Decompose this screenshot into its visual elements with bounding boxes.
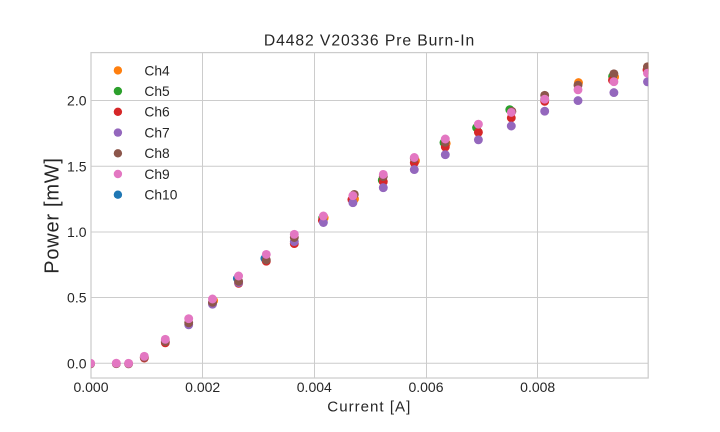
svg-text:0.004: 0.004 bbox=[297, 379, 332, 395]
svg-text:Ch10: Ch10 bbox=[144, 188, 177, 203]
svg-text:Ch5: Ch5 bbox=[144, 84, 170, 99]
svg-text:0.0: 0.0 bbox=[67, 355, 87, 371]
svg-text:Ch6: Ch6 bbox=[144, 105, 170, 120]
svg-text:D4482 V20336 Pre Burn-In: D4482 V20336 Pre Burn-In bbox=[264, 33, 475, 50]
svg-text:2.0: 2.0 bbox=[67, 93, 87, 109]
svg-text:0.008: 0.008 bbox=[520, 379, 555, 395]
svg-text:Ch8: Ch8 bbox=[144, 146, 170, 161]
svg-text:1.5: 1.5 bbox=[67, 158, 87, 174]
svg-text:0.006: 0.006 bbox=[408, 379, 443, 395]
svg-text:0.5: 0.5 bbox=[67, 290, 87, 306]
svg-text:Power [mW]: Power [mW] bbox=[42, 157, 64, 273]
svg-text:0.002: 0.002 bbox=[185, 379, 220, 395]
svg-text:1.0: 1.0 bbox=[67, 224, 87, 240]
svg-text:Ch9: Ch9 bbox=[144, 167, 170, 182]
svg-text:Ch4: Ch4 bbox=[144, 63, 170, 78]
svg-text:Current [A]: Current [A] bbox=[327, 398, 411, 415]
svg-text:Ch7: Ch7 bbox=[144, 126, 169, 141]
svg-text:0.000: 0.000 bbox=[73, 379, 108, 395]
